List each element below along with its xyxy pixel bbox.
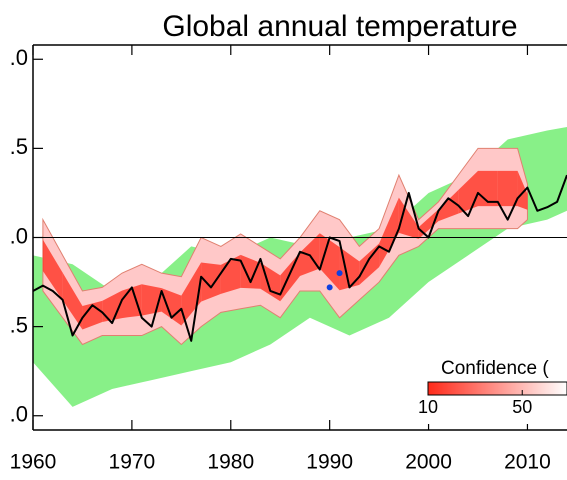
x-tick-label: 1980 — [207, 451, 254, 474]
y-tick-label: .0 — [10, 402, 28, 427]
confidence-core — [339, 247, 360, 291]
y-tick-label: .0 — [10, 223, 28, 248]
y-tick-label: .5 — [10, 312, 28, 337]
confidence-core — [201, 262, 221, 302]
confidence-core — [517, 170, 528, 210]
chart-title: Global annual temperature — [162, 10, 517, 43]
temperature-line — [33, 174, 567, 342]
y-tick-label: .0 — [10, 45, 28, 70]
confidence-core — [418, 209, 439, 239]
y-tick-label: .5 — [10, 134, 28, 159]
confidence-core — [438, 190, 459, 222]
confidence-core — [161, 288, 182, 326]
confidence-core — [102, 290, 122, 323]
colorbar — [427, 381, 567, 396]
x-tick-label: 2010 — [504, 451, 551, 474]
confidence-core — [319, 233, 340, 291]
x-tick-label: 2000 — [405, 451, 452, 474]
colorbar-tick-label: 50 — [512, 397, 532, 417]
confidence-core — [240, 254, 261, 289]
confidence-core — [181, 262, 202, 326]
confidence-core — [497, 170, 518, 207]
x-tick-label: 1990 — [306, 451, 353, 474]
confidence-core — [42, 239, 63, 301]
x-tick-label: 1970 — [109, 451, 156, 474]
data-point — [326, 284, 333, 291]
colorbar-title: Confidence ( — [441, 358, 549, 379]
data-point — [336, 270, 343, 277]
plot-area — [33, 126, 567, 407]
confidence-core — [62, 272, 83, 330]
colorbar-tick-label: 10 — [418, 397, 438, 417]
x-tick-label: 1960 — [10, 451, 57, 474]
